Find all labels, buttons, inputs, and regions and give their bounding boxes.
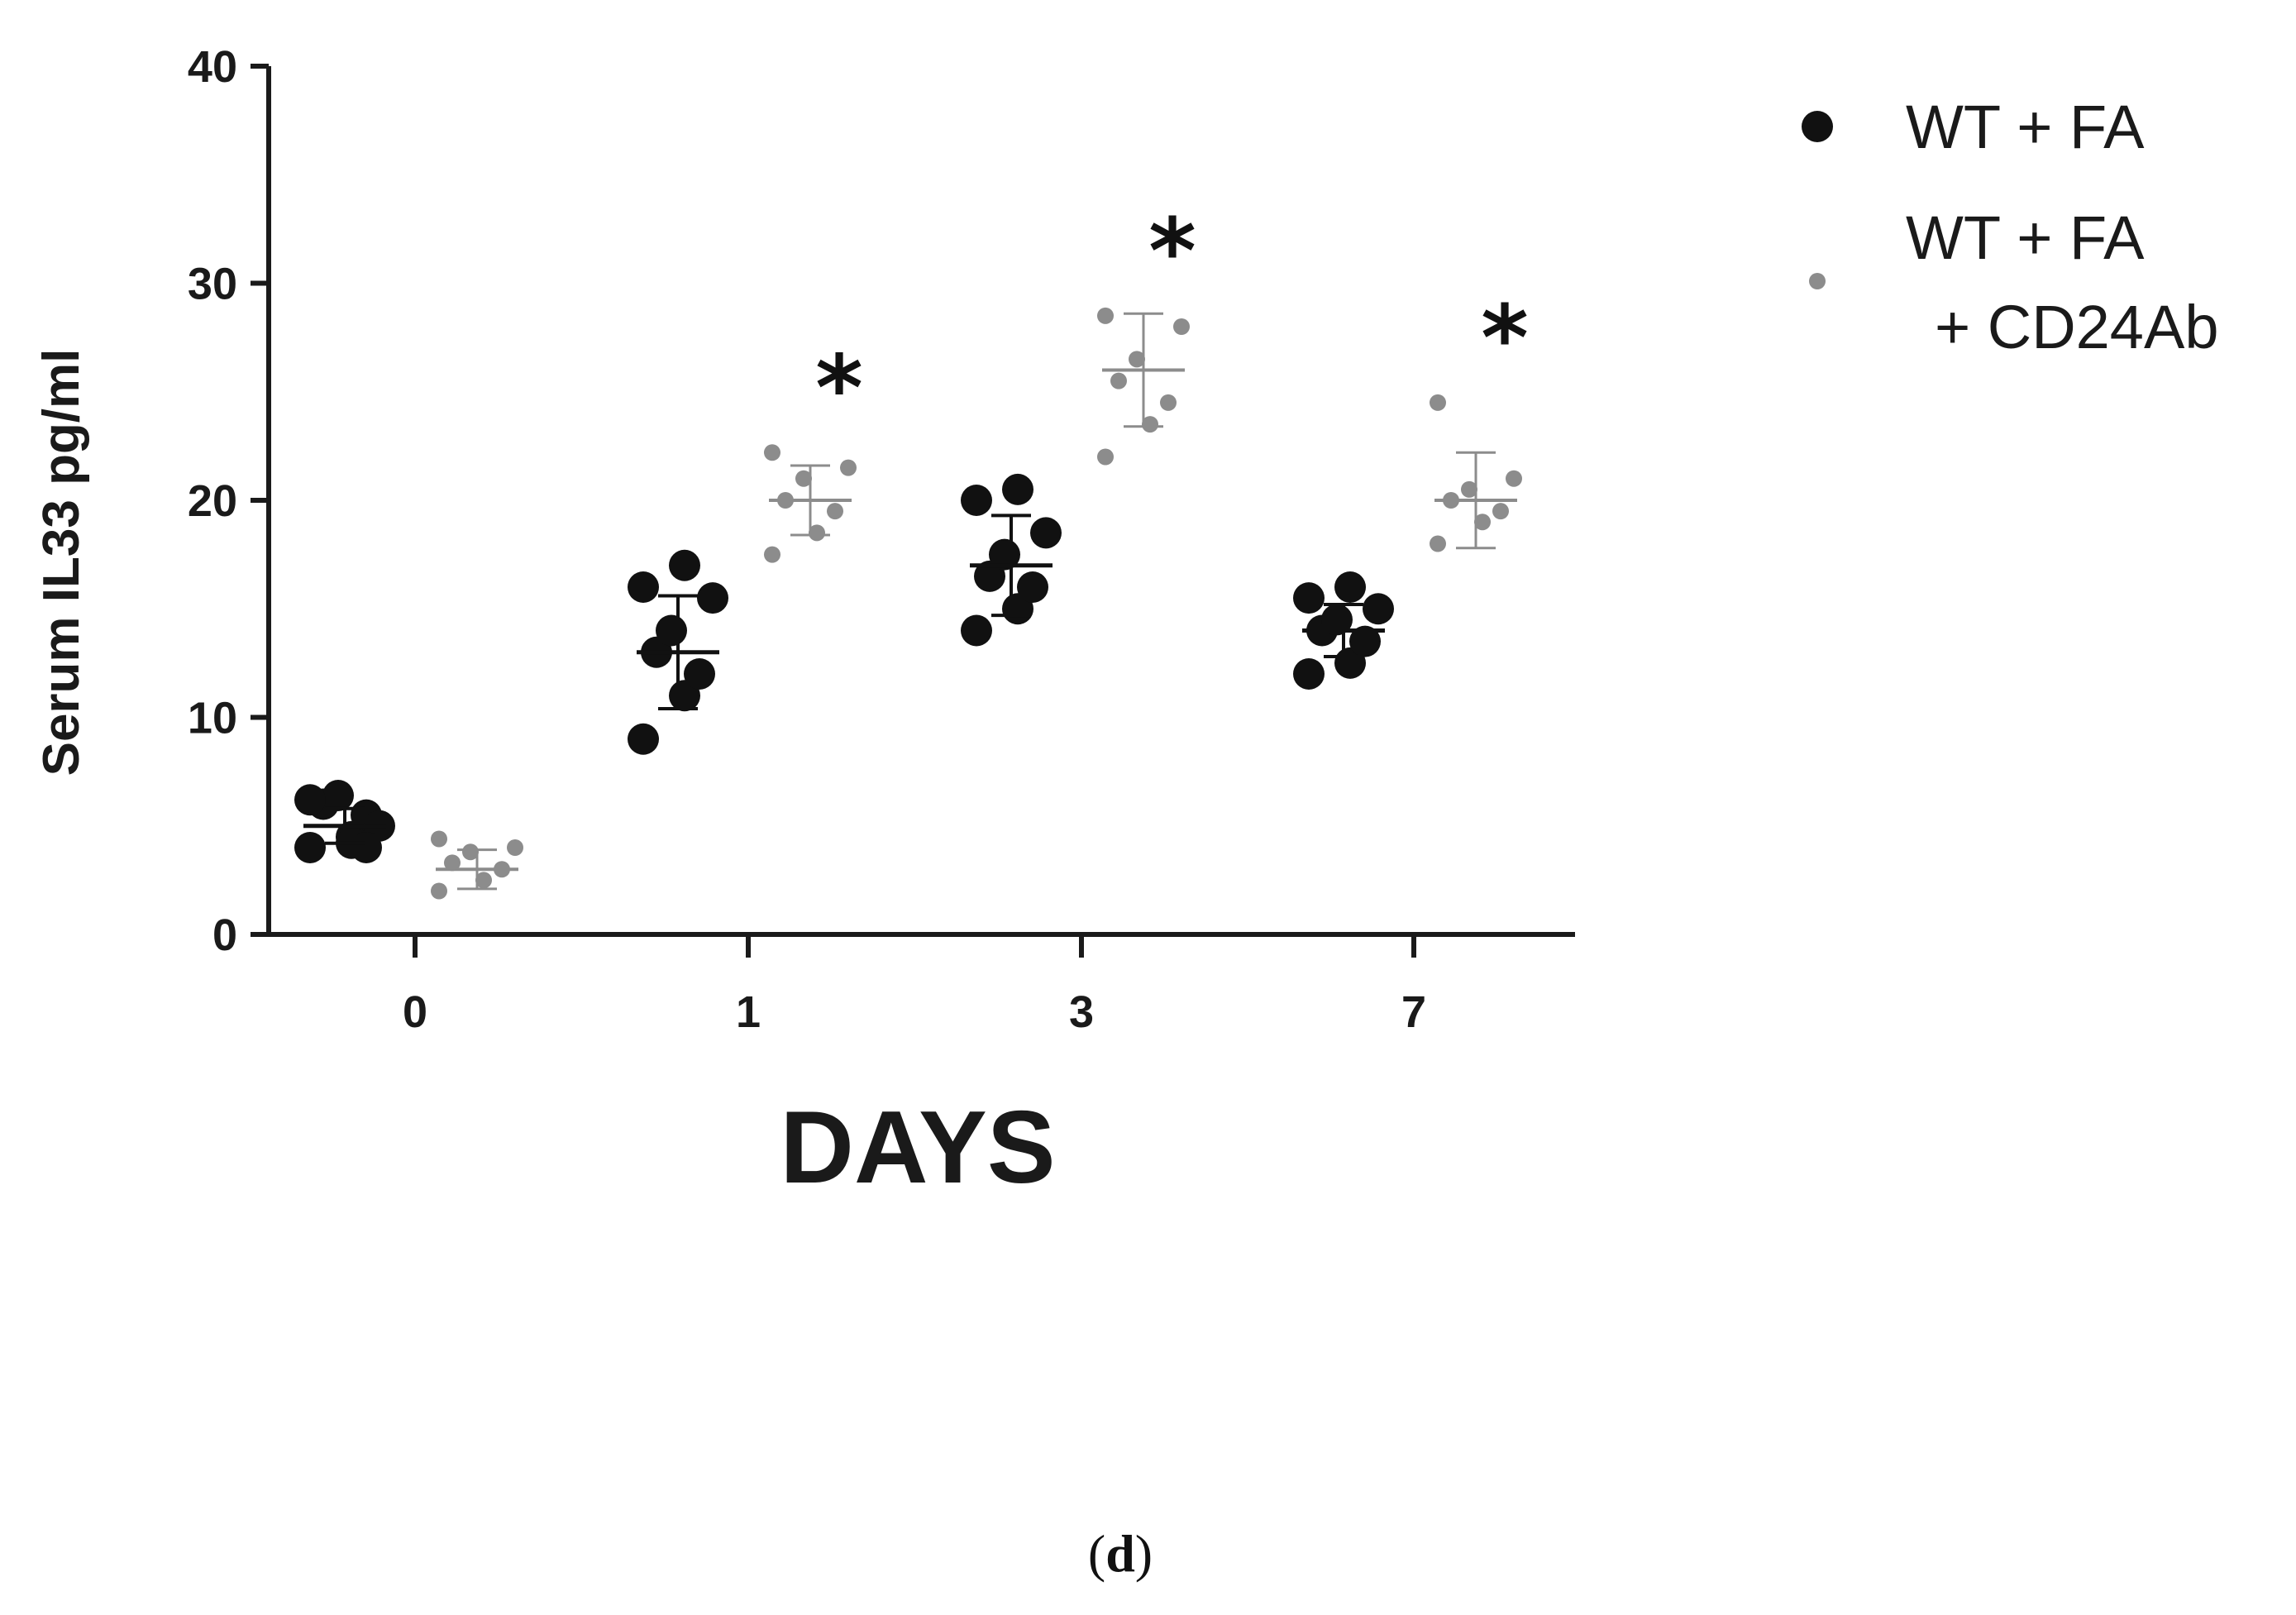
wt-fa-point (961, 614, 992, 647)
significance-star: * (1481, 285, 1529, 391)
wt-fa-cd24ab-point (1492, 503, 1509, 520)
y-tick-label: 0 (212, 910, 237, 960)
wt-fa-point (1017, 571, 1048, 603)
wt-fa-cd24ab-point (1097, 307, 1114, 324)
wt-fa-cd24ab-point (444, 854, 461, 872)
y-tick-label: 10 (188, 694, 237, 743)
x-tick-label: 7 (1401, 987, 1426, 1037)
plot-area: * * * (294, 198, 1529, 900)
wt-fa-cd24ab-point (1142, 416, 1158, 433)
wt-fa-cd24ab-point (1160, 394, 1177, 411)
significance-star: * (1148, 198, 1196, 304)
wt-fa-cd24ab-point (809, 524, 825, 542)
wt-fa-cd24ab-point (1129, 351, 1145, 368)
wt-fa-point (294, 784, 326, 816)
legend-label: WT + FA (1906, 203, 2145, 272)
x-tick-label: 3 (1069, 987, 1094, 1037)
y-tick-label: 20 (188, 476, 237, 526)
wt-fa-cd24ab-point (795, 470, 812, 487)
legend-marker-wt-fa-cd24ab (1809, 273, 1826, 289)
wt-fa-point (322, 780, 354, 811)
wt-fa-point (1349, 625, 1381, 657)
wt-fa-cd24ab-point (1461, 480, 1477, 498)
legend-label: + CD24Ab (1935, 293, 2218, 361)
wt-fa-point (684, 658, 715, 690)
wt-fa-point (1030, 517, 1062, 549)
wt-fa-point (961, 485, 992, 516)
wt-fa-cd24ab-point (1430, 394, 1446, 411)
legend-marker-wt-fa (1802, 111, 1833, 142)
wt-fa-point (697, 582, 728, 614)
x-tick-label: 1 (736, 987, 761, 1037)
y-axis-title: Serum IL33 pg/ml (33, 349, 90, 776)
y-tick-label: 40 (188, 42, 237, 92)
legend: WT + FA WT + FA + CD24Ab (1802, 93, 2218, 361)
wt-fa-cd24ab-point (1097, 448, 1114, 466)
wt-fa-point (1293, 658, 1325, 690)
wt-fa-cd24ab-point (827, 503, 843, 520)
wt-fa-point (1334, 571, 1366, 603)
legend-label: WT + FA (1906, 93, 2145, 161)
significance-star: * (815, 335, 863, 441)
wt-fa-point (669, 549, 700, 581)
y-tick-label: 30 (188, 260, 237, 309)
wt-fa-cd24ab-point (1430, 535, 1446, 552)
panel-label: (d) (1088, 1524, 1153, 1583)
wt-fa-point (351, 832, 382, 863)
x-tick-label: 0 (403, 987, 427, 1037)
panel-label-open: ( (1088, 1524, 1105, 1583)
wt-fa-point (294, 832, 326, 863)
wt-fa-cd24ab-point (764, 546, 780, 563)
x-axis: 0 1 3 7 (266, 932, 1575, 1037)
wt-fa-cd24ab-point (840, 459, 857, 476)
wt-fa-cd24ab-point (1173, 318, 1190, 335)
wt-fa-point (628, 571, 659, 603)
panel-label-letter: d (1105, 1524, 1135, 1583)
wt-fa-cd24ab-point (431, 830, 447, 848)
panel-label-close: ) (1135, 1524, 1153, 1583)
wt-fa-point (656, 614, 687, 647)
wt-fa-cd24ab-point (1110, 372, 1127, 389)
wt-fa-cd24ab-point (431, 882, 447, 900)
y-axis: 0 10 20 30 40 (188, 42, 271, 960)
wt-fa-cd24ab-point (1506, 470, 1522, 487)
wt-fa-cd24ab-point (507, 839, 523, 856)
wt-fa-point (1293, 582, 1325, 614)
wt-fa-cd24ab-point (764, 444, 780, 461)
wt-fa-cd24ab-point (1474, 514, 1491, 531)
wt-fa-cd24ab-point (462, 843, 479, 861)
wt-fa-cd24ab-point (475, 872, 492, 889)
wt-fa-point (628, 723, 659, 755)
x-axis-title: DAYS (780, 1091, 1055, 1205)
wt-fa-point (1363, 593, 1394, 625)
wt-fa-point (1002, 473, 1033, 505)
